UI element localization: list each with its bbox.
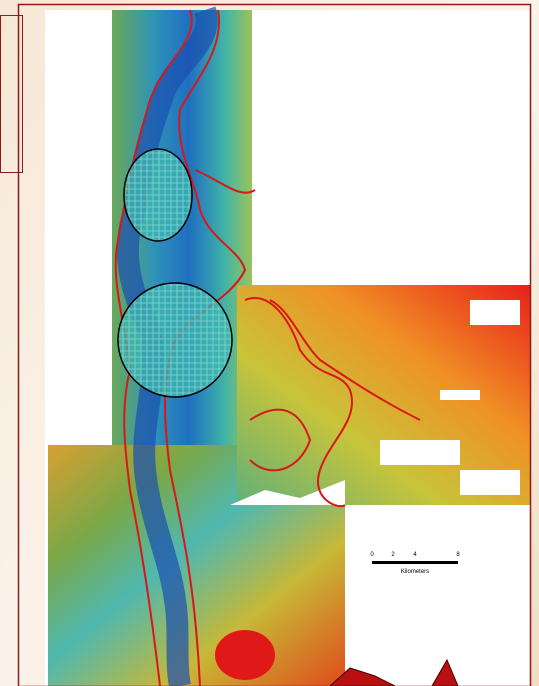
data-gaps [230,300,520,505]
side-box [0,15,23,173]
scale-tick-label: 8 [456,552,460,558]
red-anomaly [215,630,275,680]
scale-bar: 0 2 4 8 Kilometers [370,552,460,575]
scale-tick-label: 2 [391,552,395,558]
scale-tick-label: 4 [413,552,417,558]
scale-line [372,561,458,564]
logo-shapes [329,658,459,686]
highlight-circle [123,148,193,242]
scale-unit: Kilometers [401,569,429,575]
frame [17,3,532,686]
highlight-circle [117,282,233,398]
scale-tick-label: 0 [370,552,374,558]
